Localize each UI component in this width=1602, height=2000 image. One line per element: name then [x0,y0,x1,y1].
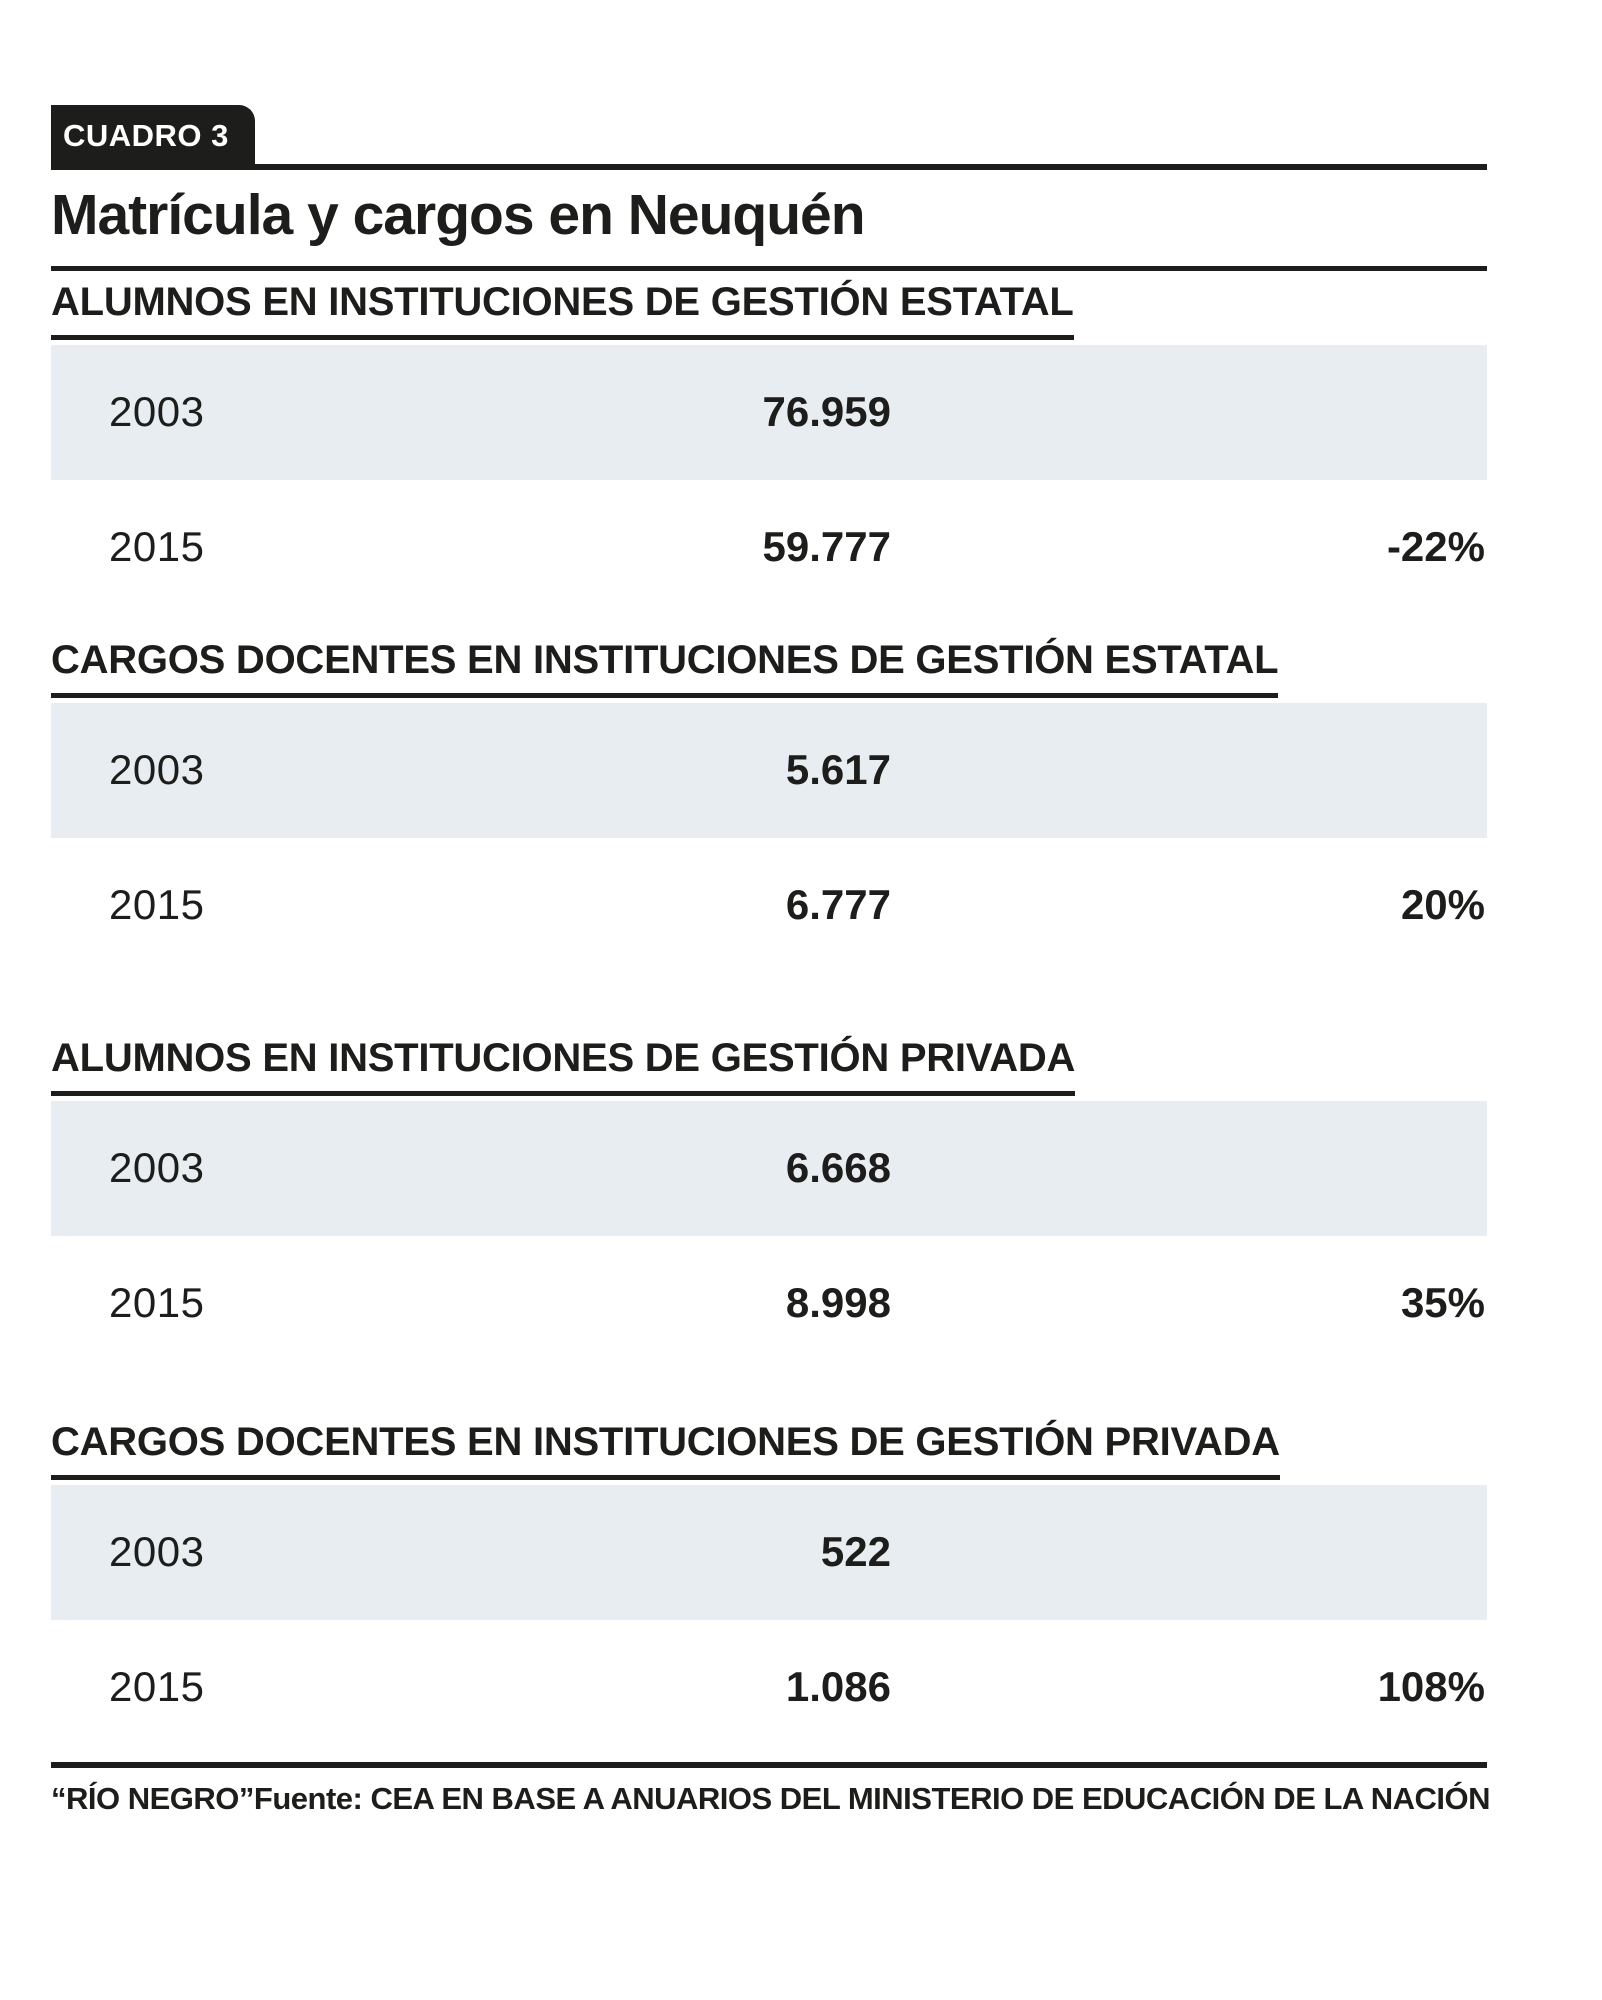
table-row: 2015 1.086 108% [51,1620,1487,1755]
footer: “RÍO NEGRO” Fuente: CEA EN BASE A ANUARI… [51,1780,1491,1817]
value-cell: 8.998 [785,1279,891,1327]
section-heading: CARGOS DOCENTES EN INSTITUCIONES DE GEST… [51,1421,1280,1480]
figure-container: CUADRO 3 Matrícula y cargos en Neuquén A… [51,0,1491,1817]
section-heading: CARGOS DOCENTES EN INSTITUCIONES DE GEST… [51,639,1279,698]
section-rows: 2003 522 2015 1.086 108% [51,1484,1487,1755]
change-cell: 20% [1400,881,1485,929]
section-rows: 2003 76.959 2015 59.777 -22% [51,344,1487,615]
year-cell: 2003 [109,388,205,436]
section-rows: 2003 6.668 2015 8.998 35% [51,1100,1487,1371]
value-cell: 5.617 [785,746,891,794]
year-cell: 2003 [109,1528,205,1576]
section-alumnos-estatal: ALUMNOS EN INSTITUCIONES DE GESTIÓN ESTA… [51,271,1487,615]
table-row: 2003 5.617 [51,702,1487,838]
value-cell: 6.668 [785,1144,891,1192]
table-row: 2015 59.777 -22% [51,480,1487,615]
value-cell: 59.777 [762,523,891,571]
change-cell: 35% [1400,1279,1485,1327]
value-cell: 6.777 [785,881,891,929]
top-divider [51,164,1487,170]
year-cell: 2015 [109,881,205,929]
section-cargos-estatal: CARGOS DOCENTES EN INSTITUCIONES DE GEST… [51,615,1487,973]
section-cargos-privada: CARGOS DOCENTES EN INSTITUCIONES DE GEST… [51,1371,1487,1755]
section-heading: ALUMNOS EN INSTITUCIONES DE GESTIÓN PRIV… [51,1037,1075,1096]
title-divider [51,265,1487,271]
value-cell: 1.086 [785,1663,891,1711]
table-row: 2003 6.668 [51,1100,1487,1236]
year-cell: 2003 [109,746,205,794]
table-row: 2015 8.998 35% [51,1236,1487,1371]
value-cell: 76.959 [762,388,891,436]
section-heading: ALUMNOS EN INSTITUCIONES DE GESTIÓN ESTA… [51,281,1074,340]
year-cell: 2015 [109,1663,205,1711]
change-cell: 108% [1377,1663,1485,1711]
cuadro-badge-label: CUADRO 3 [63,118,229,153]
value-cell: 522 [820,1528,891,1576]
change-cell: -22% [1386,523,1485,571]
table-row: 2015 6.777 20% [51,838,1487,973]
cuadro-badge: CUADRO 3 [51,105,255,164]
section-rows: 2003 5.617 2015 6.777 20% [51,702,1487,973]
year-cell: 2015 [109,523,205,571]
table-row: 2003 76.959 [51,344,1487,480]
bottom-divider [51,1761,1487,1768]
footer-source: Fuente: CEA EN BASE A ANUARIOS DEL MINIS… [253,1780,1491,1816]
year-cell: 2015 [109,1279,205,1327]
table-row: 2003 522 [51,1484,1487,1620]
page-title: Matrícula y cargos en Neuquén [51,183,866,247]
footer-credit: “RÍO NEGRO” [51,1780,254,1816]
year-cell: 2003 [109,1144,205,1192]
section-alumnos-privada: ALUMNOS EN INSTITUCIONES DE GESTIÓN PRIV… [51,973,1487,1371]
